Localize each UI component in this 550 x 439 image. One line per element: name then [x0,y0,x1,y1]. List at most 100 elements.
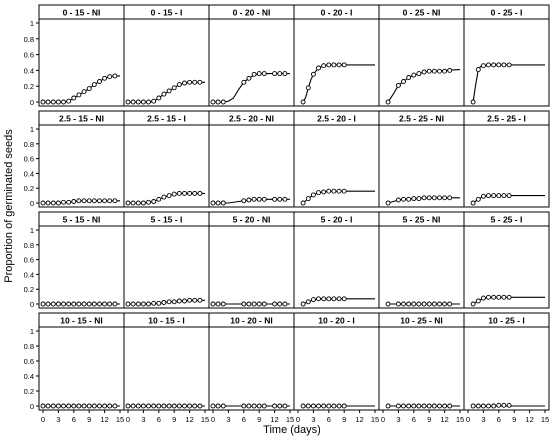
data-point [197,403,203,409]
data-point [45,403,51,409]
data-point [210,301,216,307]
data-point [151,300,157,306]
data-point [300,403,306,409]
y-tick-label: 0.6 [24,155,34,164]
data-point [316,190,321,196]
data-point [140,99,146,105]
x-tick-label: 15 [541,415,549,424]
data-point [426,68,432,74]
data-point [210,403,216,409]
data-point [261,196,267,202]
data-point [416,196,422,202]
panel-title: 10 - 25 - I [488,316,524,326]
data-point [486,403,491,409]
data-point [421,195,427,201]
data-point [426,195,432,201]
data-point [261,301,267,307]
data-point [496,62,502,68]
panel-strip [463,110,550,126]
data-point [437,68,442,74]
data-point [282,71,288,77]
data-point [496,193,502,199]
data-point [442,195,448,201]
data-point [506,62,512,68]
data-point [326,188,332,194]
data-point [166,88,172,94]
data-point [140,403,146,409]
data-point [305,403,311,409]
data-point [475,67,481,73]
data-point [501,294,507,300]
data-point [215,200,221,206]
data-point [71,301,77,307]
data-point [272,196,278,202]
panel-title: 2.5 - 20 - NI [229,114,274,124]
data-point [140,200,146,206]
panel-title: 5 - 20 - NI [233,215,271,225]
y-tick-label: 0 [30,98,34,107]
data-point [66,98,72,104]
data-point [246,301,252,307]
data-point [125,99,131,105]
data-point [341,188,347,194]
data-point [316,403,321,409]
data-point [91,198,97,204]
panel-title: 5 - 15 - NI [63,215,101,225]
data-point [305,299,311,305]
data-point [251,196,257,202]
data-point [331,62,337,68]
x-tick-label: 15 [456,415,464,424]
data-point [112,403,118,409]
data-point [66,199,72,205]
data-point [182,298,187,304]
data-point [76,301,82,307]
panel: 10 - 15 - NI 0 0.2 0.4 0.6 0.8 1 0 3 6 9 12 15 [24,312,125,424]
panel-title: 2.5 - 15 - NI [59,114,104,124]
data-point [310,192,316,198]
data-point [187,403,193,409]
data-point [130,200,136,206]
data-point [310,403,316,409]
y-tick-label: 0.2 [24,82,34,91]
data-point [251,403,257,409]
panel: 0 - 15 - I [123,4,210,107]
data-point [272,301,278,307]
y-tick-label: 0.2 [24,387,34,396]
y-tick-label: 1 [30,125,34,134]
data-point [187,297,193,303]
x-tick-label: 3 [396,415,400,424]
y-tick-label: 0.2 [24,285,34,294]
data-point [491,193,497,199]
data-point [426,301,432,307]
data-point [45,301,51,307]
data-point [66,301,72,307]
data-point [341,62,347,68]
panel-title: 0 - 20 - NI [233,8,271,18]
x-tick-label: 3 [141,415,145,424]
panel: 10 - 25 - I 0 3 6 9 12 15 [463,312,550,424]
data-point [102,403,108,409]
data-point [506,402,512,408]
x-tick-label: 15 [286,415,294,424]
data-point [76,198,82,204]
panel-title: 10 - 20 - I [318,316,354,326]
y-tick-label: 0 [30,402,34,411]
data-point [86,403,92,409]
x-tick-label: 12 [100,415,108,424]
panel-title: 10 - 20 - NI [230,316,273,326]
data-point [166,299,172,305]
data-point [176,403,182,409]
x-tick-label: 0 [466,415,470,424]
data-point [470,200,476,206]
panel-title: 10 - 15 - I [148,316,184,326]
data-point [55,99,61,105]
data-point [112,301,118,307]
data-point [171,299,177,305]
y-tick-label: 0.2 [24,184,34,193]
data-point [135,99,141,105]
data-point [156,95,162,101]
x-tick-label: 12 [525,415,533,424]
data-point [442,301,448,307]
data-point [426,403,432,409]
